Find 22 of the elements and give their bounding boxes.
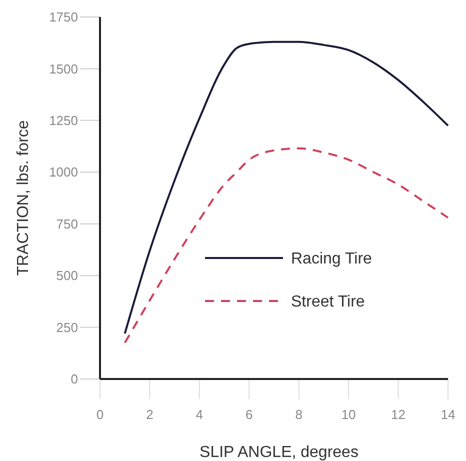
x-axis-title: SLIP ANGLE, degrees — [200, 444, 358, 461]
x-tick-label: 8 — [295, 407, 302, 422]
y-tick-label: 0 — [70, 372, 78, 387]
y-axis-title: TRACTION, lbs. force — [15, 120, 32, 276]
line-series — [124, 147, 449, 344]
y-tick-label: 1250 — [49, 112, 78, 128]
line-series — [124, 40, 449, 334]
x-tick-label: 10 — [341, 407, 356, 422]
y-tick-label: 1500 — [49, 61, 78, 76]
y-tick-label: 250 — [56, 320, 78, 335]
legend-label: Racing Tire — [291, 250, 372, 268]
y-tick-label: 750 — [56, 216, 78, 232]
x-tick-label: 6 — [246, 407, 253, 422]
y-tick-label: 1000 — [49, 164, 78, 180]
legend-label: Street Tire — [291, 294, 365, 311]
x-tick-label: 4 — [196, 407, 204, 422]
x-tick-label: 0 — [96, 407, 104, 422]
x-tick-label: 2 — [146, 407, 154, 422]
y-tick-label: 500 — [56, 268, 78, 284]
x-tick-label: 12 — [391, 407, 406, 422]
x-tick-label: 14 — [440, 407, 456, 422]
y-tick-label: 1750 — [49, 10, 78, 25]
